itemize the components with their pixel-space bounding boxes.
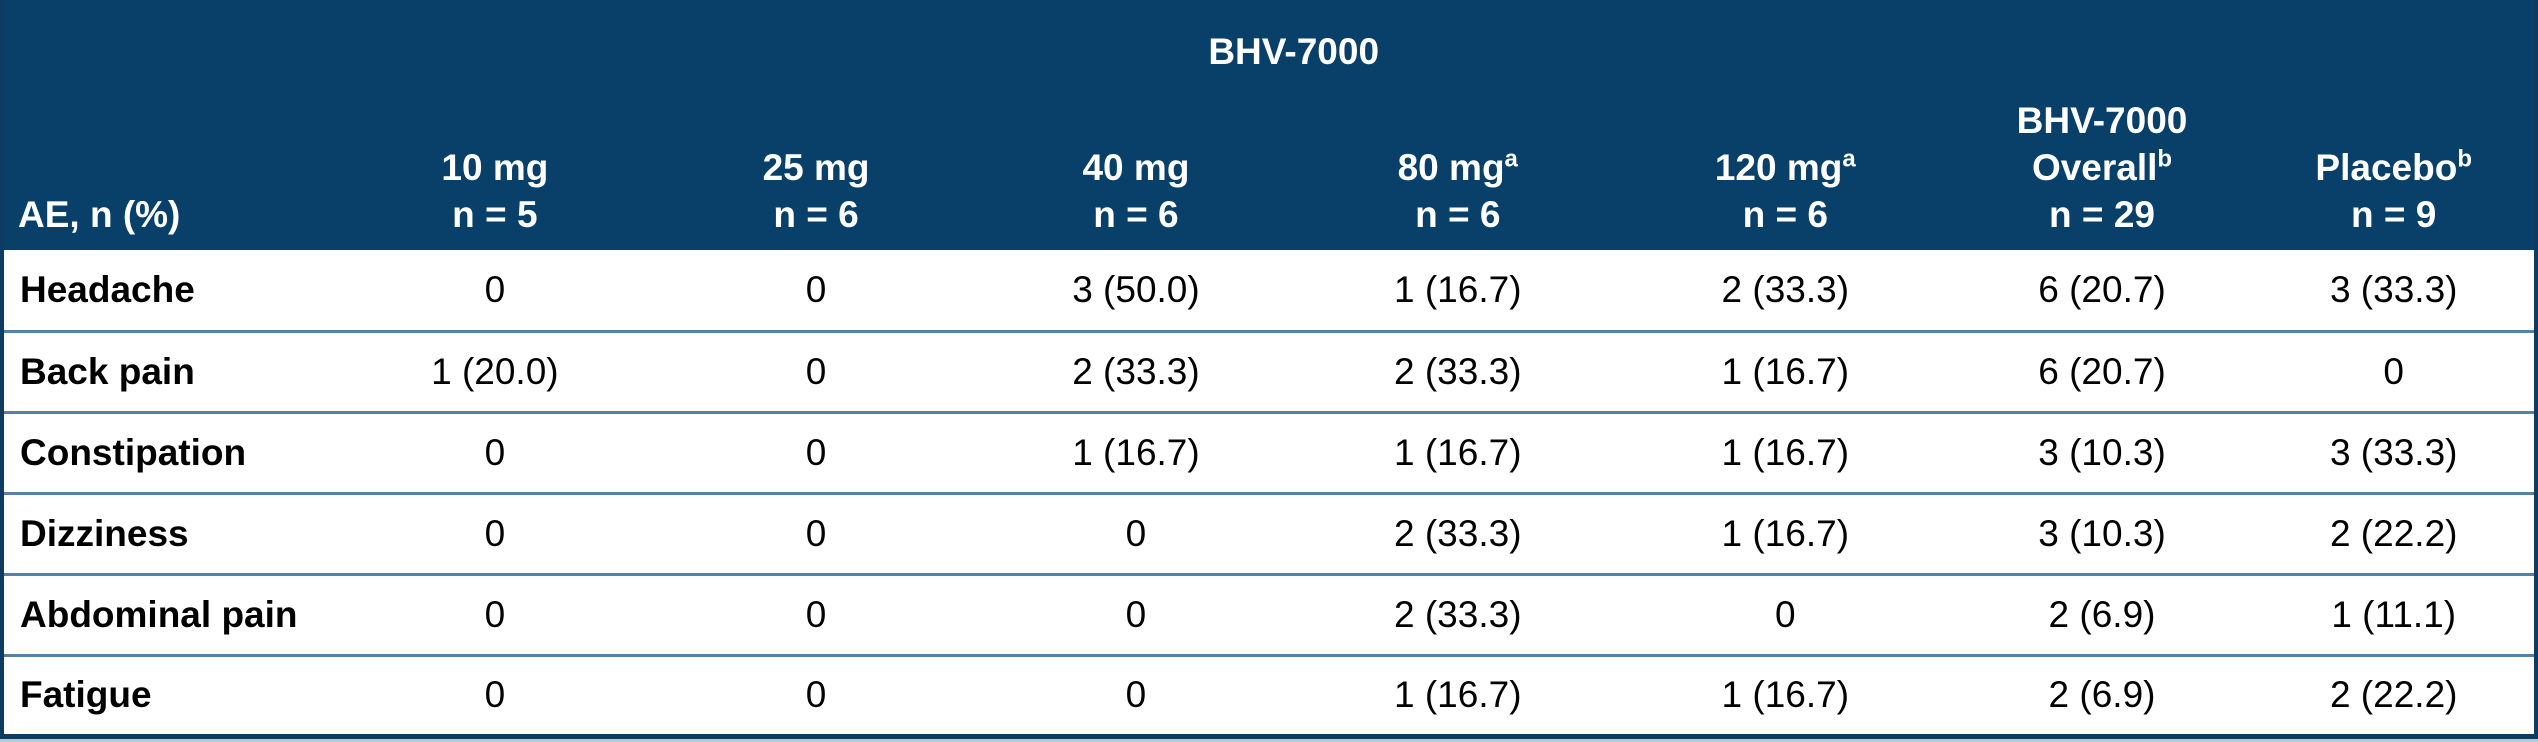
ae-label: Back pain xyxy=(2,329,334,413)
ae-value-cell: 1 (20.0) xyxy=(333,329,656,413)
column-header-line2: n = 6 xyxy=(1742,194,1828,235)
footnote-marker: a xyxy=(1504,145,1518,173)
column-header-10mg: 10 mg n = 5 xyxy=(333,90,656,250)
ae-value-cell: 3 (33.3) xyxy=(2253,250,2536,332)
ae-label: Constipation xyxy=(2,410,334,494)
ae-value-cell: 6 (20.7) xyxy=(1950,329,2254,413)
column-header-row: AE, n (%) 10 mg n = 5 25 mg n = 6 40 mg … xyxy=(2,90,2536,250)
ae-value-cell: 0 xyxy=(1619,572,1951,656)
ae-value-cell: 1 (16.7) xyxy=(1295,250,1620,332)
column-header-line2: n = 6 xyxy=(1415,194,1501,235)
column-header-line1: Overallb xyxy=(2031,145,2173,188)
ae-value-cell: 1 (16.7) xyxy=(1295,410,1620,494)
column-header-line2: n = 6 xyxy=(1093,194,1179,235)
column-header-placebo: Placebob n = 9 xyxy=(2253,90,2536,250)
ae-value-cell: 0 xyxy=(655,250,977,332)
footnote-marker: a xyxy=(1842,145,1856,173)
ae-value-cell: 0 xyxy=(2253,329,2536,413)
ae-value-cell: 0 xyxy=(333,653,656,737)
ae-value-cell: 2 (33.3) xyxy=(1619,250,1951,332)
ae-value-cell: 3 (10.3) xyxy=(1950,410,2254,494)
column-header-line1: 25 mg xyxy=(762,147,870,188)
ae-value-cell: 1 (16.7) xyxy=(976,410,1296,494)
column-header-120mg: 120 mga n = 6 xyxy=(1619,90,1951,250)
ae-value-cell: 2 (6.9) xyxy=(1950,572,2254,656)
ae-value-cell: 2 (33.3) xyxy=(1295,572,1620,656)
ae-label: Fatigue xyxy=(2,653,334,737)
ae-value-cell: 0 xyxy=(333,250,656,332)
ae-value-cell: 1 (16.7) xyxy=(1619,491,1951,575)
column-header-25mg: 25 mg n = 6 xyxy=(655,90,977,250)
ae-value-cell: 3 (10.3) xyxy=(1950,491,2254,575)
column-header-overall: BHV-7000 Overallb n = 29 xyxy=(1950,90,2254,250)
ae-value-cell: 0 xyxy=(333,410,656,494)
ae-value-cell: 2 (33.3) xyxy=(1295,329,1620,413)
group-header-row: BHV-7000 xyxy=(2,0,2536,90)
ae-value-cell: 0 xyxy=(976,572,1296,656)
column-header-line1: 120 mga xyxy=(1714,145,1856,188)
column-header-line2: n = 5 xyxy=(452,194,538,235)
column-header-line1: 10 mg xyxy=(441,147,549,188)
group-header-spacer-right xyxy=(2253,0,2536,90)
ae-label: Abdominal pain xyxy=(2,572,334,656)
column-header-line2: n = 6 xyxy=(773,194,859,235)
table-row-abdominal-pain: Abdominal pain 0 0 0 2 (33.3) 0 2 (6.9) … xyxy=(2,572,2536,656)
column-header-line2: n = 9 xyxy=(2351,194,2437,235)
column-header-80mg: 80 mga n = 6 xyxy=(1295,90,1620,250)
ae-value-cell: 1 (16.7) xyxy=(1619,410,1951,494)
column-header-line1: 40 mg xyxy=(1082,147,1190,188)
ae-value-cell: 0 xyxy=(655,410,977,494)
ae-value-cell: 0 xyxy=(976,491,1296,575)
footnote-marker: b xyxy=(2157,145,2173,173)
ae-label: Headache xyxy=(2,250,334,332)
group-header-spacer-left xyxy=(2,0,334,90)
column-header-40mg: 40 mg n = 6 xyxy=(976,90,1296,250)
column-header-line2: n = 29 xyxy=(2049,194,2155,235)
ae-value-cell: 1 (16.7) xyxy=(1619,653,1951,737)
ae-value-cell: 0 xyxy=(655,572,977,656)
ae-value-cell: 0 xyxy=(333,491,656,575)
column-header-ae-label: AE, n (%) xyxy=(2,90,334,250)
ae-value-cell: 3 (33.3) xyxy=(2253,410,2536,494)
ae-value-cell: 2 (33.3) xyxy=(1295,491,1620,575)
table-row-constipation: Constipation 0 0 1 (16.7) 1 (16.7) 1 (16… xyxy=(2,410,2536,494)
ae-value-cell: 2 (22.2) xyxy=(2253,653,2536,737)
ae-value-cell: 0 xyxy=(655,491,977,575)
ae-value-cell: 1 (11.1) xyxy=(2253,572,2536,656)
table-row-headache: Headache 0 0 3 (50.0) 1 (16.7) 2 (33.3) … xyxy=(2,250,2536,332)
ae-value-cell: 6 (20.7) xyxy=(1950,250,2254,332)
group-header-bhv7000: BHV-7000 xyxy=(333,0,2254,90)
table-header: BHV-7000 AE, n (%) 10 mg n = 5 25 mg n =… xyxy=(2,0,2536,250)
ae-value-cell: 2 (22.2) xyxy=(2253,491,2536,575)
ae-label: Dizziness xyxy=(2,491,334,575)
ae-value-cell: 2 (33.3) xyxy=(976,329,1296,413)
table-row-back-pain: Back pain 1 (20.0) 0 2 (33.3) 2 (33.3) 1… xyxy=(2,329,2536,413)
ae-value-cell: 3 (50.0) xyxy=(976,250,1296,332)
ae-value-cell: 0 xyxy=(333,572,656,656)
table-row-fatigue: Fatigue 0 0 0 1 (16.7) 1 (16.7) 2 (6.9) … xyxy=(2,653,2536,737)
ae-value-cell: 1 (16.7) xyxy=(1619,329,1951,413)
table-row-dizziness: Dizziness 0 0 0 2 (33.3) 1 (16.7) 3 (10.… xyxy=(2,491,2536,575)
ae-value-cell: 1 (16.7) xyxy=(1295,653,1620,737)
ae-value-cell: 0 xyxy=(976,653,1296,737)
ae-value-cell: 0 xyxy=(655,653,977,737)
column-header-line1: 80 mga xyxy=(1397,145,1518,188)
ae-value-cell: 2 (6.9) xyxy=(1950,653,2254,737)
ae-value-cell: 0 xyxy=(655,329,977,413)
column-header-line0: BHV-7000 xyxy=(2016,100,2188,141)
table-body: Headache 0 0 3 (50.0) 1 (16.7) 2 (33.3) … xyxy=(2,250,2536,737)
footnote-marker: b xyxy=(2457,145,2472,173)
column-header-line1: Placebob xyxy=(2315,145,2472,188)
